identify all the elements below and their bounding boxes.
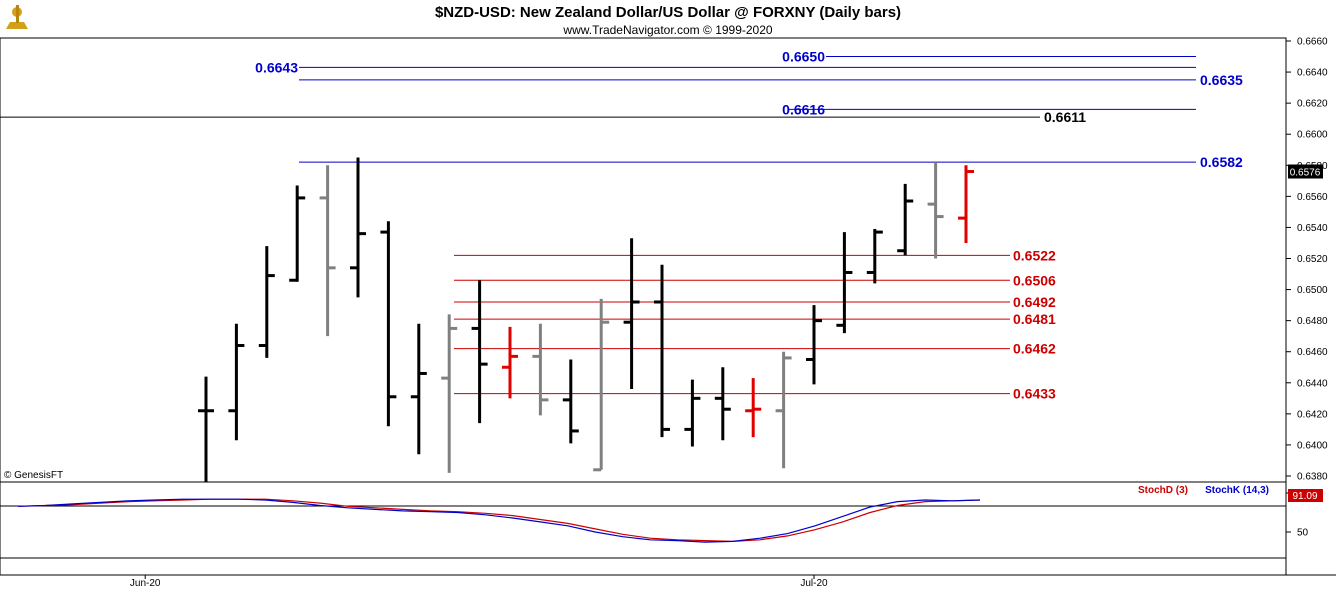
ohlc-bar	[258, 246, 275, 358]
y-tick-label: 0.6640	[1297, 68, 1328, 79]
support-label: 0.6481	[1013, 311, 1056, 327]
stochastic-panel: 10050	[0, 489, 1314, 559]
y-tick-label: 0.6480	[1297, 316, 1328, 327]
y-tick-label: 0.6560	[1297, 192, 1328, 203]
ohlc-bar	[958, 165, 974, 243]
y-tick-label: 0.6660	[1297, 37, 1328, 48]
stochk-legend: StochK (14,3)	[1205, 485, 1269, 496]
ohlc-bar	[623, 238, 640, 389]
ohlc-bar	[745, 378, 762, 438]
ohlc-bar	[532, 323, 549, 416]
chart-subtitle: www.TradeNavigator.com © 1999-2020	[562, 23, 772, 37]
ohlc-bar	[562, 359, 579, 444]
y-axis: 0.66600.66400.66200.66000.65800.65600.65…	[1286, 37, 1328, 483]
y-tick-label: 0.6620	[1297, 99, 1328, 110]
y-tick-label: 0.6440	[1297, 378, 1328, 389]
support-label: 0.6506	[1013, 272, 1056, 288]
ohlc-bar	[593, 298, 610, 472]
y-tick-label: 0.6540	[1297, 223, 1328, 234]
ohlc-bar	[410, 323, 427, 455]
ohlc-bar	[714, 367, 731, 441]
ohlc-bar	[441, 314, 458, 473]
resistance-label: 0.6650	[782, 49, 825, 65]
x-axis: Jun-20 Jul-20	[130, 575, 828, 589]
x-tick-label: Jul-20	[800, 578, 828, 589]
x-tick-label: Jun-20	[130, 578, 161, 589]
ohlc-bar	[380, 221, 397, 427]
ohlc-bar	[684, 379, 701, 447]
copyright-label: © GenesisFT	[4, 470, 63, 481]
y-tick-label: 0.6420	[1297, 409, 1328, 420]
y-tick-label: 0.6380	[1297, 472, 1328, 483]
stoch-tick-label: 50	[1297, 528, 1309, 539]
logo	[6, 5, 28, 29]
y-tick-label: 0.6520	[1297, 254, 1328, 265]
support-label: 0.6462	[1013, 341, 1056, 357]
last-price-marker: 0.6576	[1288, 164, 1323, 179]
key-level-label: 0.6611	[1044, 109, 1086, 125]
ohlc-bar	[198, 376, 214, 483]
stoch-last-value: 91.09	[1292, 491, 1317, 502]
price-panel-frame	[0, 37, 1287, 483]
ohlc-bar	[471, 280, 488, 424]
ohlc-bar	[319, 165, 336, 337]
ohlc-bar	[775, 351, 792, 469]
ohlc-bar	[350, 157, 366, 298]
ohlc-bar	[866, 228, 883, 284]
ohlc-bar	[502, 326, 518, 399]
resistance-label: 0.6582	[1200, 154, 1243, 170]
resistance-label: 0.6635	[1200, 72, 1243, 88]
resistance-label: 0.6643	[255, 59, 298, 75]
level-lines: 0.6650 0.6643 0.6635 0.6616 0.6582 0.6611 0.65…	[0, 49, 1243, 402]
support-label: 0.6492	[1013, 294, 1056, 310]
ohlc-bar	[836, 232, 853, 334]
support-label: 0.6433	[1013, 386, 1056, 402]
stochastic-panel-frame	[0, 481, 1287, 576]
ohlc-bar	[806, 305, 822, 385]
support-label: 0.6522	[1013, 247, 1056, 263]
chart-title: $NZD-USD: New Zealand Dollar/US Dollar @…	[435, 4, 901, 21]
ohlc-bar	[228, 323, 245, 441]
ohlc-bar	[654, 264, 670, 438]
y-tick-label: 0.6600	[1297, 130, 1328, 141]
y-tick-label: 0.6400	[1297, 440, 1328, 451]
y-tick-label: 0.6500	[1297, 285, 1328, 296]
y-tick-label: 0.6460	[1297, 347, 1328, 358]
last-price-label: 0.6576	[1290, 168, 1321, 179]
price-bars	[198, 157, 974, 483]
resistance-label: 0.6616	[782, 101, 825, 117]
ohlc-bar	[289, 185, 306, 282]
ohlc-bar	[927, 162, 944, 259]
stochk-line	[17, 498, 981, 543]
trade-navigator-logo-icon	[6, 5, 28, 29]
ohlc-bar	[897, 183, 914, 256]
stochd-legend: StochD (3)	[1138, 485, 1188, 496]
stochd-line	[17, 498, 981, 543]
